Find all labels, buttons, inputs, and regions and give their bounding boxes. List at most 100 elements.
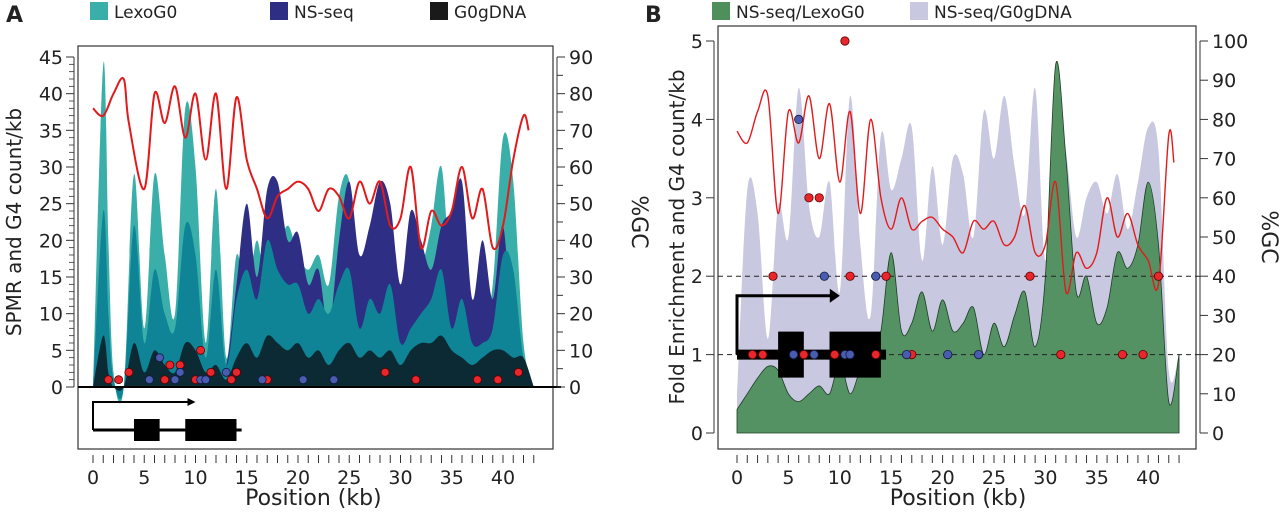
g4-point-blue — [257, 375, 267, 385]
y-tick-label: 1 — [691, 345, 703, 367]
tss-arrowhead — [187, 398, 196, 406]
y-tick-label: 40 — [39, 84, 63, 106]
y-right-tick-label: 10 — [569, 340, 593, 362]
y-right-tick-label: 40 — [569, 230, 593, 252]
exon — [134, 419, 160, 441]
legend-swatch-ns-seq-lexog0 — [712, 2, 730, 20]
g4-point-red — [103, 375, 113, 385]
y-tick-label: 30 — [39, 157, 63, 179]
y-right-tick-label: 30 — [569, 267, 593, 289]
g4-point-red — [845, 271, 855, 281]
g4-point-red — [513, 367, 523, 377]
y-tick-label: 10 — [39, 304, 63, 326]
g4-point-blue — [794, 114, 804, 125]
y-tick-label: 35 — [39, 120, 63, 142]
y-tick-label: 5 — [691, 31, 703, 53]
g4-point-blue — [144, 375, 154, 385]
x-tick-label: 15 — [879, 467, 903, 489]
g4-point-blue — [170, 375, 180, 385]
x-tick-label: 30 — [388, 467, 412, 489]
y-right-tick-label: 70 — [569, 120, 593, 142]
x-tick-label: 10 — [828, 467, 852, 489]
g4-point-red — [160, 375, 170, 385]
y-right-tick-label: 10 — [1212, 384, 1236, 406]
g4-point-red — [165, 360, 175, 370]
y-axis-label: SPMR and G4 count/kb — [2, 108, 26, 336]
g4-point-red — [1153, 271, 1164, 281]
y-right-tick-label: 60 — [569, 157, 593, 179]
x-tick-label: 5 — [782, 467, 794, 489]
g4-point-blue — [329, 375, 339, 385]
g4-point-red — [830, 349, 840, 360]
g4-point-blue — [845, 349, 855, 360]
x-tick-label: 10 — [183, 467, 207, 489]
x-axis-label: Position (kb) — [890, 486, 1027, 511]
y-tick-label: 4 — [691, 109, 703, 131]
y-right-tick-label: 80 — [1212, 109, 1236, 131]
g4-point-red — [799, 349, 809, 360]
legend-label: NS-seq/LexoG0 — [736, 3, 865, 23]
y-right-tick-label: 50 — [569, 194, 593, 216]
g4-point-red — [814, 193, 824, 203]
y-right-tick-label: 40 — [1212, 266, 1236, 288]
gc-percent-line — [92, 76, 530, 251]
panel-label-a: A — [6, 3, 23, 28]
x-axis-label: Position (kb) — [245, 486, 382, 511]
x-tick-label: 20 — [931, 467, 955, 489]
legend-swatch-g0gdna — [430, 2, 448, 20]
g4-point-red — [411, 375, 421, 385]
tss-arrow — [92, 401, 190, 430]
g4-point-red — [226, 375, 236, 385]
y-tick-label: 5 — [51, 340, 63, 362]
g4-point-blue — [943, 349, 953, 360]
g4-point-red — [1056, 349, 1066, 360]
legend-swatch-lexog0 — [90, 2, 108, 20]
y-right-tick-label: 90 — [569, 47, 593, 69]
legend-label: NS-seq — [294, 3, 354, 23]
y-tick-label: 0 — [51, 377, 63, 399]
g4-point-red — [493, 375, 503, 385]
y-tick-label: 2 — [691, 266, 703, 288]
g4-point-blue — [155, 353, 165, 363]
y-right-tick-label: 70 — [1212, 149, 1236, 171]
panel-a: 0 5 10 15 20 25 30 35 40 45 SPMR and G4 count/kb 0 1… — [2, 45, 651, 511]
y-tick-label: 15 — [39, 267, 63, 289]
g4-point-blue — [819, 271, 829, 281]
exon — [185, 419, 237, 441]
g4-point-red — [758, 349, 768, 360]
g4-point-red — [1138, 349, 1148, 360]
tss-arrow — [735, 294, 832, 355]
y-tick-label: 20 — [39, 230, 63, 252]
g4-point-red — [881, 271, 891, 281]
g4-point-blue — [809, 349, 819, 360]
legend-label: G0gDNA — [454, 3, 527, 23]
legend-label: NS-seq/G0gDNA — [934, 3, 1072, 23]
g4-point-red — [175, 360, 185, 370]
x-tick-label: 5 — [138, 467, 150, 489]
g4-point-red — [840, 36, 850, 46]
y-right-tick-label: 30 — [1212, 305, 1236, 327]
g4-point-red — [871, 349, 881, 360]
g4-point-red — [124, 367, 134, 377]
area-ns-seq-lexog0 — [736, 61, 1180, 434]
g4-point-red — [747, 349, 758, 360]
legend-swatch-ns-seq — [270, 2, 288, 20]
g4-point-red — [232, 367, 241, 377]
y-right-tick-label: 20 — [569, 304, 593, 326]
y-axis-label: Fold Enrichment and G4 count/kb — [665, 69, 689, 404]
x-tick-label: 0 — [731, 467, 743, 489]
y-tick-label: 3 — [691, 188, 703, 210]
y-right-tick-label: 80 — [569, 84, 593, 106]
g4-point-red — [206, 367, 216, 377]
g4-point-red — [196, 345, 206, 355]
y-right-tick-label: 0 — [569, 377, 581, 399]
g4-point-blue — [175, 367, 185, 377]
g4-point-blue — [871, 271, 881, 281]
g4-point-blue — [973, 349, 984, 360]
x-tick-label: 0 — [87, 467, 99, 489]
x-tick-label: 30 — [1033, 467, 1057, 489]
x-tick-label: 40 — [491, 467, 515, 489]
g4-point-red — [114, 375, 124, 385]
